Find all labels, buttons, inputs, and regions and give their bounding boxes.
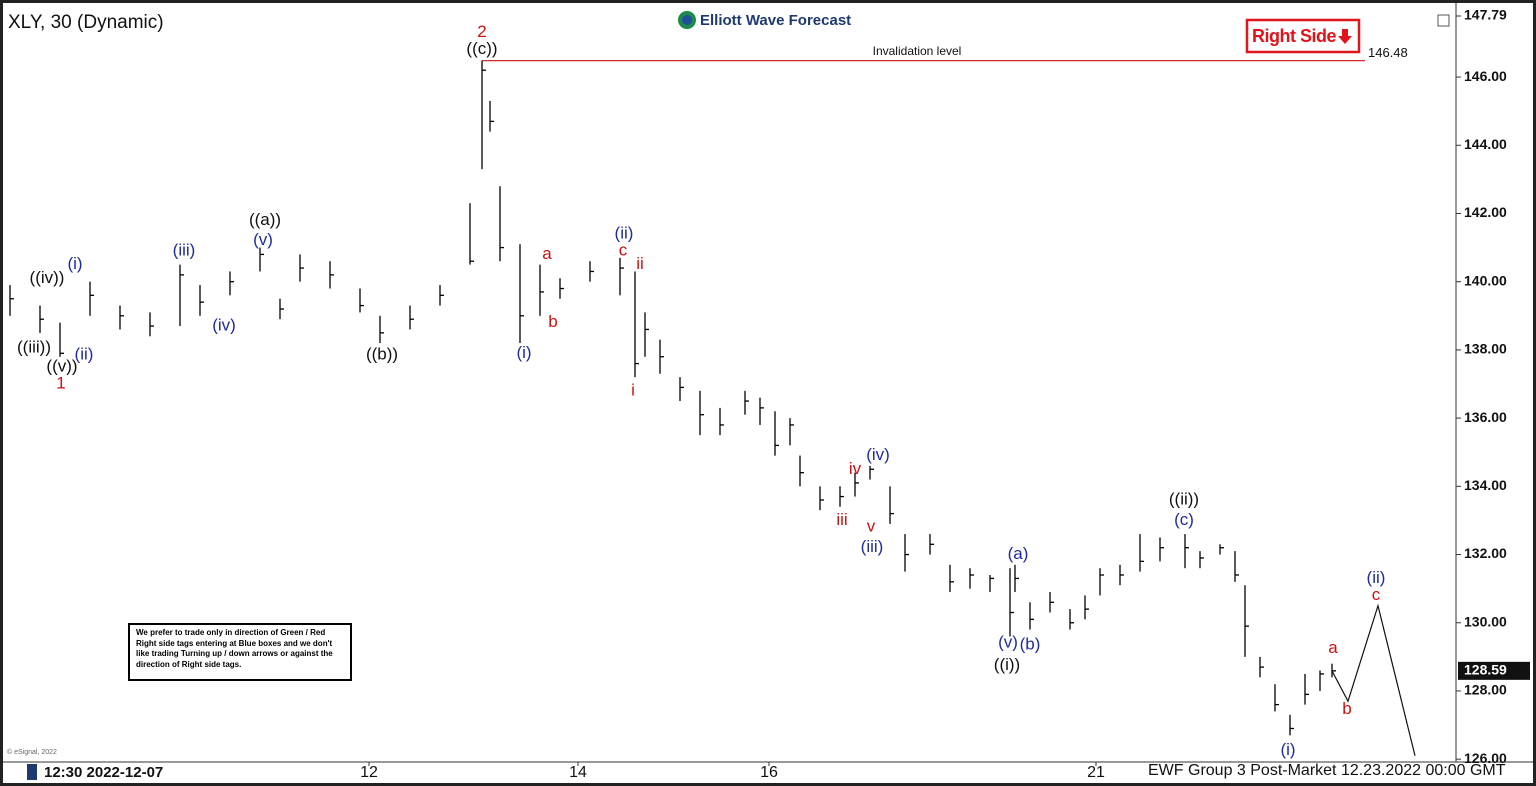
y-tick-label: 136.00 (1464, 409, 1507, 425)
wave-label: (iv) (212, 316, 236, 335)
wave-label: ((a)) (249, 210, 281, 229)
wave-label: (a) (1008, 544, 1029, 563)
y-top-label: 147.79 (1464, 7, 1507, 23)
wave-label: ((ii)) (1169, 489, 1199, 508)
y-tick-label: 128.00 (1464, 682, 1507, 698)
wave-label: (ii) (75, 345, 94, 364)
wave-label: iv (849, 459, 862, 478)
wave-label: ((i)) (994, 655, 1020, 674)
y-tick-label: 144.00 (1464, 136, 1507, 152)
wave-label: ((iv)) (30, 268, 65, 287)
wave-label: (v) (998, 633, 1018, 652)
y-tick-label: 134.00 (1464, 477, 1507, 493)
invalidation-label: Invalidation level (873, 44, 962, 58)
x-tick-label: 21 (1087, 764, 1105, 781)
right-side-text: Right Side (1252, 26, 1336, 46)
last-price-box (1458, 661, 1530, 680)
x-tick-label: 12 (360, 764, 378, 781)
invalidation-value: 146.48 (1368, 45, 1408, 60)
y-tick-label: 132.00 (1464, 545, 1507, 561)
wave-label: b (1342, 699, 1351, 718)
start-date: 12:30 2022-12-07 (44, 764, 163, 781)
wave-label: iii (836, 510, 847, 529)
wave-label: b (548, 312, 557, 331)
wave-label: (v) (253, 230, 273, 249)
wave-label: (i) (516, 343, 531, 362)
projection-line (1331, 603, 1416, 756)
wave-label: (c) (1174, 510, 1194, 529)
wave-label: i (631, 380, 635, 399)
y-tick-label: 146.00 (1464, 68, 1507, 84)
wave-label: (i) (1280, 740, 1295, 759)
wave-label: (iv) (866, 445, 890, 464)
start-marker (27, 764, 37, 780)
wave-label: (b) (1020, 634, 1041, 653)
y-tick-label: 138.00 (1464, 341, 1507, 357)
wave-label: a (1328, 638, 1338, 657)
y-tick-label: 142.00 (1464, 204, 1507, 220)
y-tick-label: 126.00 (1464, 750, 1507, 766)
wave-label: (iii) (173, 240, 196, 259)
wave-label: c (1372, 585, 1381, 604)
wave-label: (ii) (1367, 568, 1386, 587)
wave-label: 1 (56, 373, 65, 392)
right-side-tag (1245, 18, 1361, 54)
note: We prefer to trade only in direction of … (128, 623, 352, 681)
wave-label: (ii) (615, 223, 634, 242)
wave-label: ((iii)) (17, 338, 51, 357)
y-tick-label: 130.00 (1464, 613, 1507, 629)
down-arrow (1338, 29, 1352, 44)
x-tick-label: 16 (760, 764, 778, 781)
wave-label: (i) (67, 254, 82, 273)
wave-label: a (542, 244, 552, 263)
wave-label: 2 (477, 22, 486, 41)
wave-label: ((v)) (46, 356, 77, 375)
logo-text: Elliott Wave Forecast (700, 12, 851, 29)
wave-label: ((b)) (366, 345, 398, 364)
status: EWF Group 3 Post-Market 12.23.2022 00:00… (1148, 762, 1506, 779)
wave-label: ii (636, 254, 644, 273)
credit: © eSignal, 2022 (7, 748, 57, 756)
window-button[interactable] (1437, 14, 1450, 27)
wave-label: c (619, 240, 628, 259)
wave-label: v (867, 517, 876, 536)
x-tick-label: 14 (569, 764, 587, 781)
wave-label: ((c)) (466, 39, 497, 58)
y-tick-label: 140.00 (1464, 272, 1507, 288)
last-price-label: 128.59 (1464, 662, 1507, 678)
wave-label: (iii) (861, 537, 884, 556)
symbol: XLY, 30 (Dynamic) (8, 12, 164, 33)
logo-icon-inner (682, 15, 692, 25)
